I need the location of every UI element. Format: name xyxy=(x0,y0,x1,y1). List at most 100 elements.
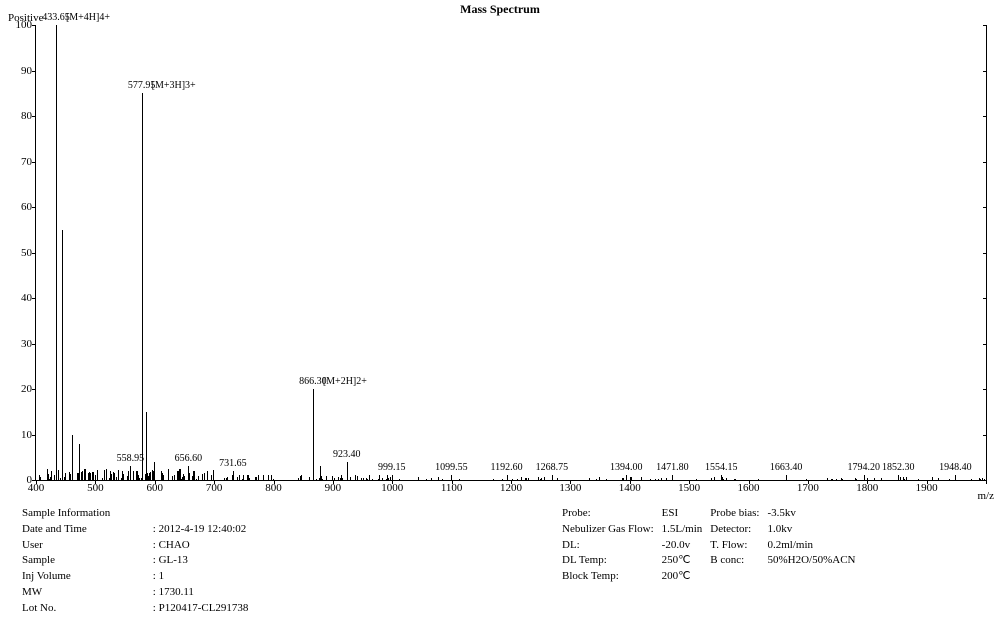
noise-peak xyxy=(630,477,631,480)
info-cell: Probe: xyxy=(562,507,660,521)
noise-peak xyxy=(836,479,837,480)
spectrum-peak xyxy=(864,475,865,480)
info-cell: -20.0v xyxy=(662,539,709,553)
peak-mz-label: 1394.00 xyxy=(610,462,643,473)
noise-peak xyxy=(827,478,828,480)
info-cell xyxy=(710,570,765,584)
noise-peak xyxy=(90,473,91,480)
noise-peak xyxy=(332,476,333,480)
info-cell: Nebulizer Gas Flow: xyxy=(562,523,660,537)
noise-peak xyxy=(938,478,939,480)
noise-peak xyxy=(387,475,388,480)
info-row: DL Temp:250℃B conc:50%H2O/50%ACN xyxy=(562,554,862,568)
spectrum-peak xyxy=(130,466,131,480)
noise-peak xyxy=(81,472,82,480)
info-cell: ESI xyxy=(662,507,709,521)
y-tick-mark xyxy=(32,207,36,208)
noise-peak xyxy=(242,479,243,480)
peak-mz-label: 999.15 xyxy=(378,462,406,473)
info-cell xyxy=(768,570,862,584)
y-tick-mark xyxy=(32,435,36,436)
info-key: User xyxy=(22,539,91,553)
x-tick-mark xyxy=(155,480,156,484)
instrument-info-block: Probe:ESIProbe bias:-3.5kvNebulizer Gas … xyxy=(560,505,864,586)
noise-peak xyxy=(256,477,257,480)
info-key: Lot No. xyxy=(22,602,91,616)
x-tick-mark xyxy=(808,480,809,484)
noise-peak xyxy=(418,477,419,480)
info-cell: -3.5kv xyxy=(768,507,862,521)
noise-peak xyxy=(726,478,727,480)
noise-peak xyxy=(193,471,194,480)
noise-peak xyxy=(606,479,607,480)
spectrum-peak xyxy=(313,389,314,480)
noise-peak xyxy=(271,475,272,480)
y-tick-mark xyxy=(32,71,36,72)
noise-peak xyxy=(207,471,208,480)
peak-mz-label: 1099.55 xyxy=(435,462,468,473)
noise-peak xyxy=(239,475,240,480)
noise-peak xyxy=(123,474,124,480)
noise-peak xyxy=(521,477,522,480)
noise-peak xyxy=(932,477,933,480)
y-tick-mark xyxy=(983,344,987,345)
noise-peak xyxy=(301,475,302,480)
spectrum-peak xyxy=(672,475,673,480)
noise-peak xyxy=(227,477,228,480)
noise-peak xyxy=(623,478,624,480)
y-tick-mark xyxy=(983,71,987,72)
noise-peak xyxy=(163,475,164,480)
noise-peak xyxy=(309,477,310,480)
x-tick-mark xyxy=(689,480,690,484)
noise-peak xyxy=(711,478,712,480)
noise-peak xyxy=(431,478,432,480)
noise-peak xyxy=(658,479,659,480)
noise-peak xyxy=(133,471,134,480)
y-tick-mark xyxy=(32,162,36,163)
noise-peak xyxy=(557,478,558,480)
noise-peak xyxy=(184,476,185,480)
noise-peak xyxy=(298,479,299,480)
info-key: MW xyxy=(22,586,91,600)
noise-peak xyxy=(196,479,197,480)
y-tick-mark xyxy=(983,207,987,208)
peak-mz-label: 923.40 xyxy=(333,449,361,460)
peak-ion-label: [M+2H]2+ xyxy=(323,376,367,387)
sample-info-block: Sample InformationDate and Time: 2012-4-… xyxy=(20,505,254,617)
peak-mz-label: 1852.30 xyxy=(882,462,915,473)
peak-mz-label: 1268.75 xyxy=(536,462,569,473)
noise-peak xyxy=(50,477,51,480)
peak-ion-label: [M+3H]3+ xyxy=(152,80,196,91)
noise-peak xyxy=(528,478,529,480)
y-tick-mark xyxy=(983,253,987,254)
noise-peak xyxy=(971,479,972,480)
info-value: : 2012-4-19 12:40:02 xyxy=(93,523,253,537)
spectrum-peak xyxy=(188,466,189,480)
info-row: Nebulizer Gas Flow:1.5L/minDetector:1.0k… xyxy=(562,523,862,537)
y-tick-mark xyxy=(983,162,987,163)
noise-peak xyxy=(842,479,843,480)
instrument-info-table: Probe:ESIProbe bias:-3.5kvNebulizer Gas … xyxy=(560,505,864,586)
spectrum-peak xyxy=(79,444,80,480)
y-tick-mark xyxy=(32,116,36,117)
spectrum-peak xyxy=(233,471,234,480)
x-tick-mark xyxy=(986,480,987,484)
noise-peak xyxy=(369,475,370,480)
noise-peak xyxy=(372,479,373,480)
noise-peak xyxy=(258,475,259,480)
noise-peak xyxy=(544,477,545,480)
spectrum-peak xyxy=(142,93,143,480)
noise-peak xyxy=(493,479,494,480)
noise-peak xyxy=(918,479,919,480)
peak-mz-label: 731.65 xyxy=(219,458,247,469)
spectrum-plot: 0102030405060708090100400500600700800900… xyxy=(35,25,987,481)
noise-peak xyxy=(109,478,110,480)
y-tick-mark xyxy=(32,344,36,345)
noise-peak xyxy=(172,476,173,480)
noise-peak xyxy=(116,477,117,480)
info-value: : 1730.11 xyxy=(93,586,253,600)
noise-peak xyxy=(366,478,367,480)
x-axis-label: m/z xyxy=(978,490,995,502)
noise-peak xyxy=(832,479,833,480)
spectrum-peak xyxy=(626,475,627,480)
